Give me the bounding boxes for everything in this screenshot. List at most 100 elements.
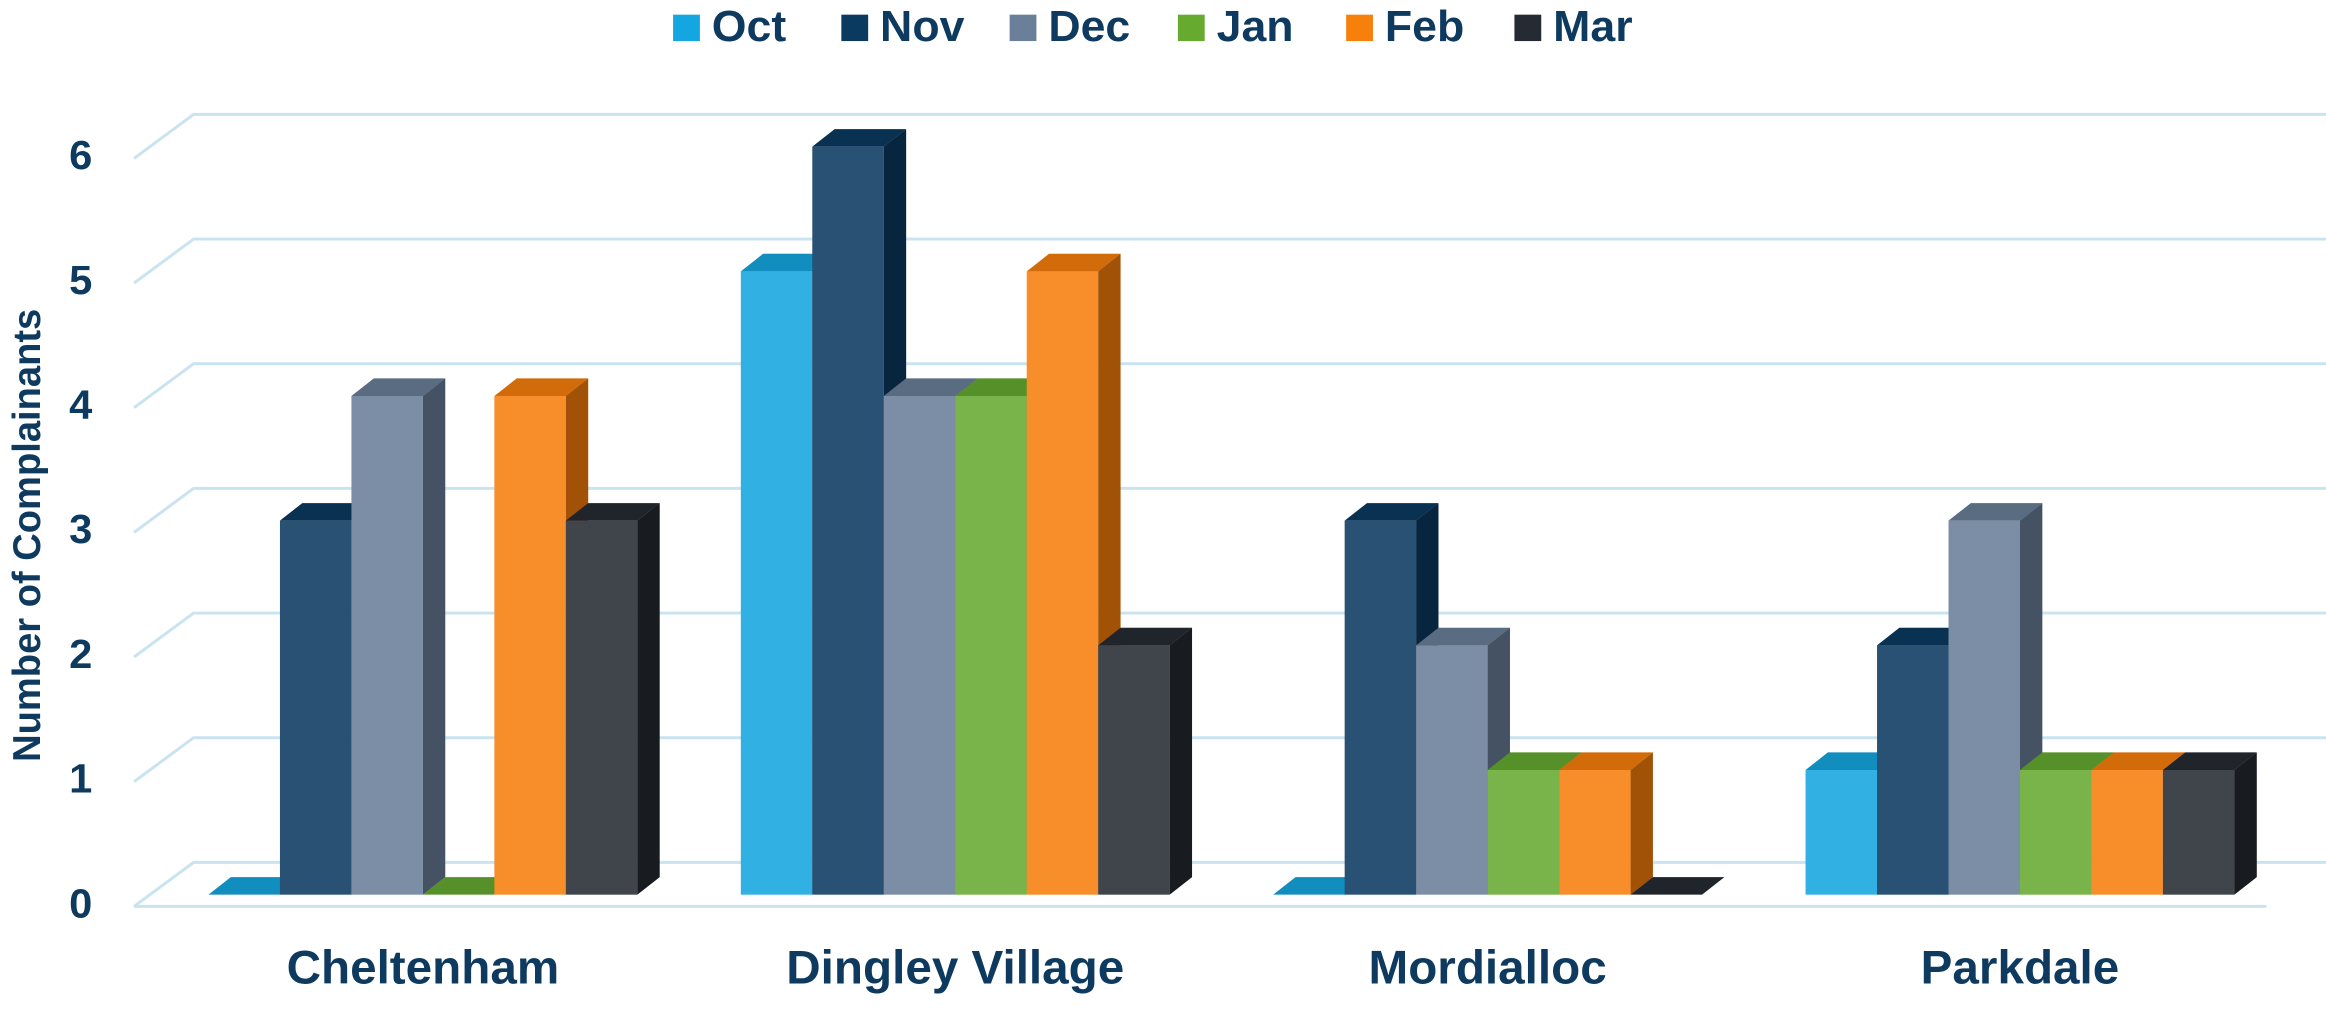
y-tick-label: 4 xyxy=(69,382,92,428)
bar-highlight xyxy=(565,520,638,895)
grid-line xyxy=(133,611,2326,659)
legend-label: Nov xyxy=(880,2,965,51)
grid-line xyxy=(133,736,2326,783)
grid-line xyxy=(133,112,2326,160)
bar-highlight xyxy=(740,271,813,895)
bar-top xyxy=(1805,752,1900,770)
bar-top xyxy=(208,877,303,895)
legend-label: Jan xyxy=(1217,2,1294,51)
y-tick-label: 0 xyxy=(69,881,92,927)
bar-top-shade xyxy=(1416,627,1510,646)
bar-highlight xyxy=(2091,770,2163,895)
bar-side-shade xyxy=(637,503,660,895)
bar-top-shade xyxy=(1344,503,1439,521)
bar-highlight xyxy=(1098,645,1170,895)
bar-front xyxy=(955,396,1027,895)
bar-top-shade xyxy=(565,503,660,521)
bar-top-shade xyxy=(955,378,1050,396)
bar-top-shade xyxy=(494,378,589,396)
bar-highlight xyxy=(1805,770,1878,895)
bar-top-shade xyxy=(208,877,303,895)
bar-top-shade xyxy=(1487,752,1582,770)
bar-top-shade xyxy=(740,253,835,272)
legend-swatch xyxy=(1346,14,1373,42)
bar-top-shade xyxy=(1948,503,2043,521)
bar-top-shade xyxy=(1559,752,1653,770)
bar xyxy=(1630,877,1725,895)
bar-top-shade xyxy=(2019,752,2114,770)
bar-highlight xyxy=(2019,770,2092,895)
y-tick-label: 3 xyxy=(69,507,92,553)
y-tick-label: 2 xyxy=(69,631,92,677)
bar-top-shade xyxy=(1877,627,1971,646)
bar-highlight xyxy=(1344,520,1417,895)
bar-front xyxy=(1098,645,1170,895)
bar-top xyxy=(955,378,1050,396)
bar-top xyxy=(351,378,446,396)
bar xyxy=(1098,627,1193,895)
bar xyxy=(1559,752,1653,895)
bar-front xyxy=(883,396,956,895)
bar-top xyxy=(1487,752,1582,770)
bar-front xyxy=(1487,770,1560,895)
y-tick-label: 1 xyxy=(69,756,92,802)
bar-top-shade xyxy=(1098,627,1193,646)
bar xyxy=(1344,503,1439,895)
bar-top xyxy=(1630,877,1725,895)
bar-top-shade xyxy=(351,378,446,396)
bar-highlight xyxy=(1877,645,1949,895)
bar-top xyxy=(1273,877,1368,895)
bar-top-shade xyxy=(422,877,517,895)
bar-top-shade xyxy=(1630,877,1725,895)
bar-top xyxy=(2091,752,2186,770)
bar-highlight xyxy=(1948,520,2020,895)
legend-swatch xyxy=(1177,14,1205,42)
bar-highlight xyxy=(1026,271,1099,895)
bar xyxy=(1273,877,1368,895)
bar xyxy=(1026,253,1121,895)
bar-front xyxy=(1026,271,1099,895)
bar-highlight xyxy=(279,520,352,895)
bar-top xyxy=(565,503,660,521)
bar-side-shade xyxy=(2234,752,2257,895)
bar-front xyxy=(2162,770,2235,895)
bar-front xyxy=(1805,770,1878,895)
bar-top xyxy=(812,129,907,147)
bar-top xyxy=(1416,627,1510,646)
bar-top xyxy=(1098,627,1193,646)
bar-side-shade xyxy=(422,378,446,895)
bar-highlight xyxy=(812,146,884,895)
bar-front xyxy=(1948,520,2020,895)
legend-label: Oct xyxy=(712,2,787,51)
bar-top xyxy=(2162,752,2257,770)
x-tick-label: Parkdale xyxy=(1921,942,2120,995)
legend-swatch xyxy=(841,14,869,42)
bar-top-shade xyxy=(279,503,374,521)
legend-label: Feb xyxy=(1385,2,1464,51)
bar xyxy=(565,503,660,895)
bar-highlight xyxy=(955,396,1027,895)
bar-top xyxy=(883,378,978,396)
bar-highlight xyxy=(1416,645,1488,895)
bar-highlight xyxy=(883,396,956,895)
bar-top-shade xyxy=(2162,752,2257,770)
bar-front xyxy=(2091,770,2163,895)
bar-top-shade xyxy=(883,378,978,396)
bar-top-shade xyxy=(1273,877,1368,895)
y-tick-label: 5 xyxy=(69,257,92,303)
bar-highlight xyxy=(1487,770,1560,895)
bar-front xyxy=(279,520,352,895)
x-tick-label: Mordialloc xyxy=(1369,942,1607,995)
bar-highlight xyxy=(351,396,423,895)
bar-front xyxy=(1344,520,1417,895)
legend-swatch xyxy=(673,14,700,42)
bar xyxy=(208,877,303,895)
bar-top-shade xyxy=(812,129,907,147)
bar-highlight xyxy=(494,396,566,895)
x-tick-label: Dingley Village xyxy=(786,942,1124,995)
bar-side xyxy=(422,378,446,895)
x-tick-label: Cheltenham xyxy=(287,942,560,995)
bar-top xyxy=(1026,253,1121,272)
bar xyxy=(422,877,517,895)
